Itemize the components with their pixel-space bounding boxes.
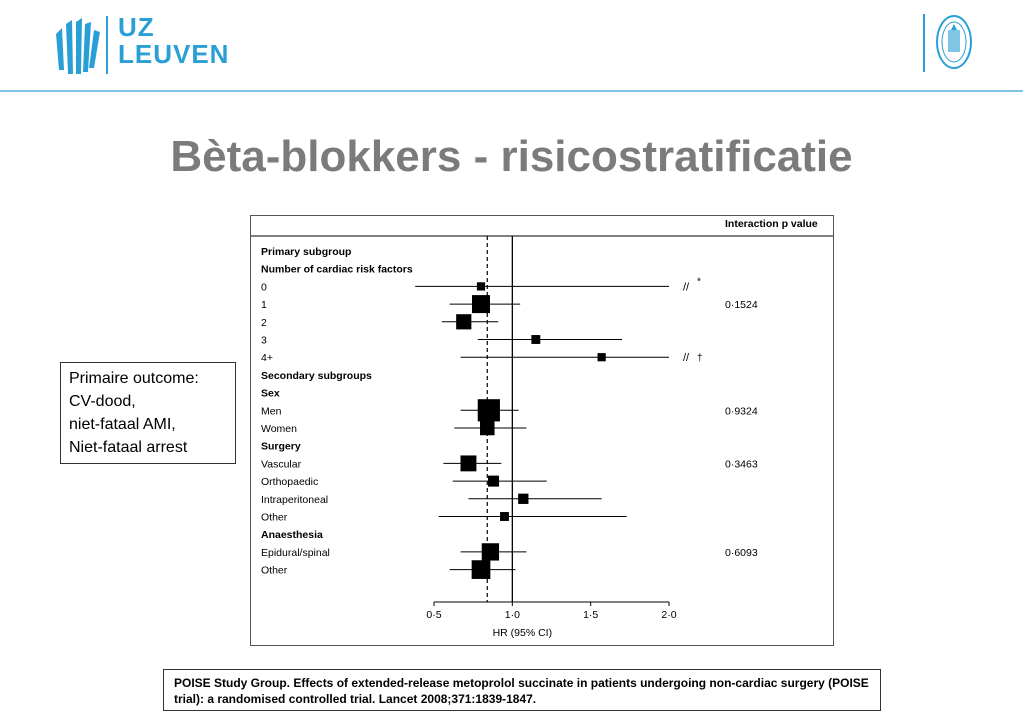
- hr-marker: [460, 455, 477, 472]
- x-tick-label: 1·0: [505, 609, 520, 621]
- logo-wordmark: UZ LEUVEN: [118, 14, 229, 68]
- hr-marker: [518, 493, 529, 504]
- header-rule: [0, 90, 1023, 92]
- row-label: Other: [261, 512, 288, 524]
- seal-divider: [923, 14, 925, 72]
- row-label: Epidural/spinal: [261, 547, 330, 559]
- row-label: 4+: [261, 352, 273, 364]
- forest-plot: Interaction p value Primary subgroup Numbe…: [250, 215, 834, 646]
- p-value: 0·1524: [725, 299, 758, 311]
- hr-marker: [472, 295, 490, 314]
- hr-marker: [477, 399, 500, 422]
- logo-line2: LEUVEN: [118, 39, 230, 69]
- outcome-line: CV-dood,: [69, 393, 136, 410]
- hr-marker: [488, 475, 500, 487]
- row-label: Other: [261, 565, 288, 577]
- truncation-mark: //: [683, 281, 690, 293]
- row-label: Men: [261, 405, 282, 417]
- p-value: 0·6093: [725, 547, 758, 559]
- header: UZ LEUVEN: [0, 0, 1023, 92]
- outcome-line: Primaire outcome:: [69, 370, 199, 387]
- hr-marker: [500, 512, 509, 521]
- hr-marker: [531, 335, 541, 344]
- row-label: 3: [261, 335, 267, 347]
- row-label: Primary subgroup: [261, 246, 351, 258]
- outcome-line: niet-fataal AMI,: [69, 416, 176, 433]
- logo-line1: UZ: [118, 12, 155, 42]
- footnote-marker: *: [697, 276, 701, 287]
- row-label: Surgery: [261, 441, 301, 453]
- uz-leuven-logo-icon: [56, 18, 100, 74]
- forest-plot-svg: Interaction p value Primary subgroup Numbe…: [251, 218, 833, 639]
- row-label: Vascular: [261, 458, 302, 470]
- row-label: 0: [261, 281, 267, 293]
- row-label: Sex: [261, 388, 280, 400]
- citation: POISE Study Group. Effects of extended-r…: [163, 669, 881, 711]
- hr-marker: [597, 353, 606, 362]
- p-value-header: Interaction p value: [725, 218, 818, 230]
- row-label: Secondary subgroups: [261, 370, 372, 382]
- p-value: 0·3463: [725, 458, 758, 470]
- university-seal-icon: [936, 15, 972, 69]
- logo-divider: [106, 16, 108, 74]
- x-tick-label: 0·5: [426, 609, 441, 621]
- p-value: 0·9324: [725, 405, 758, 417]
- hr-marker: [476, 282, 486, 291]
- hr-marker: [456, 314, 472, 330]
- row-label: Anaesthesia: [261, 529, 323, 541]
- outcome-line: Niet-fataal arrest: [69, 439, 188, 456]
- primary-outcome-box: Primaire outcome: CV-dood, niet-fataal A…: [60, 362, 236, 464]
- slide-title: Bèta-blokkers - risicostratificatie: [170, 132, 853, 181]
- row-label: 1: [261, 299, 267, 311]
- truncation-mark: //: [683, 352, 690, 364]
- row-label: Orthopaedic: [261, 476, 318, 488]
- row-label: Women: [261, 423, 297, 435]
- hr-marker: [480, 420, 495, 436]
- hr-marker: [481, 543, 500, 561]
- x-axis-label: HR (95% CI): [493, 627, 553, 639]
- x-tick-label: 2·0: [661, 609, 676, 621]
- row-label: 2: [261, 317, 267, 329]
- hr-marker: [471, 560, 491, 579]
- x-tick-label: 1·5: [583, 609, 598, 621]
- row-label: Number of cardiac risk factors: [261, 264, 413, 276]
- row-label: Intraperitoneal: [261, 494, 328, 506]
- footnote-marker: †: [697, 353, 703, 364]
